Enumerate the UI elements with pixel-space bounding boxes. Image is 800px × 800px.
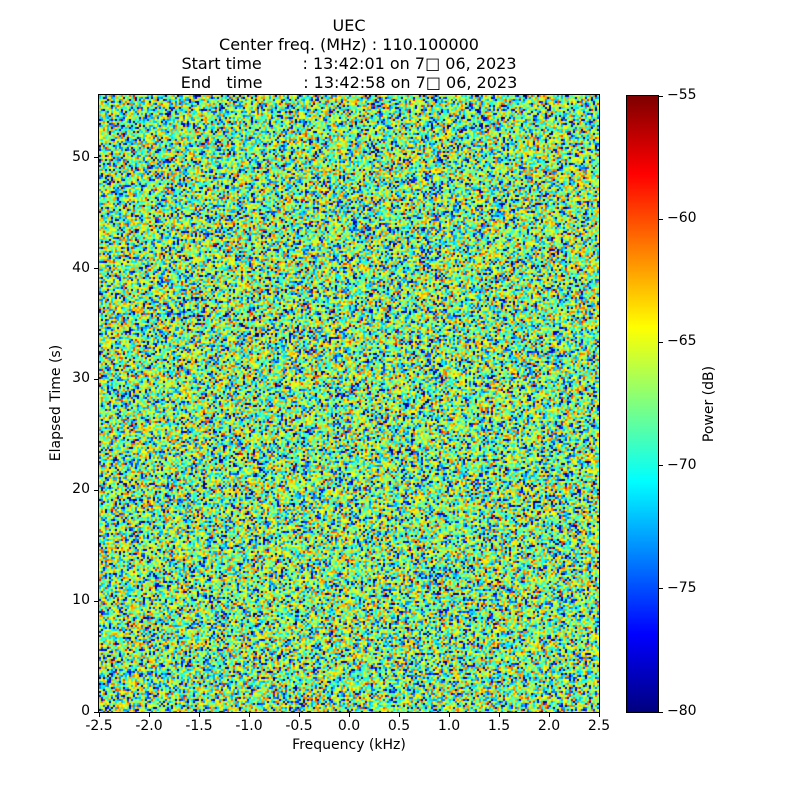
x-tick-label: 0.5: [387, 718, 411, 734]
x-tick-label: -2.5: [85, 718, 113, 734]
x-tick-mark: [548, 713, 550, 717]
colorbar-tick-label: −70: [667, 456, 697, 473]
x-tick-mark: [498, 713, 500, 717]
y-tick-mark: [94, 600, 98, 602]
colorbar-tick-mark: [659, 95, 663, 97]
y-tick-mark: [94, 711, 98, 713]
center-freq-line: Center freq. (MHz) : 110.100000: [219, 35, 479, 54]
x-tick-label: -2.0: [135, 718, 163, 734]
y-tick-label: 30: [72, 370, 90, 387]
colorbar-tick-label: −60: [667, 210, 697, 227]
y-tick-mark: [94, 378, 98, 380]
x-tick-label: -1.5: [185, 718, 213, 734]
x-tick-label: 2.0: [537, 718, 561, 734]
x-tick-mark: [198, 713, 200, 717]
colorbar-tick-label: −75: [667, 579, 697, 596]
x-tick-mark: [98, 713, 100, 717]
x-tick-label: 2.5: [587, 718, 611, 734]
x-tick-label: 1.5: [487, 718, 511, 734]
colorbar-label: Power (dB): [701, 365, 717, 443]
colorbar-tick-label: −55: [667, 87, 697, 103]
y-tick-label: 10: [72, 592, 90, 609]
x-tick-label: -0.5: [285, 718, 313, 734]
colorbar-tick-mark: [659, 465, 663, 467]
y-tick-label: 0: [81, 703, 90, 719]
plot-area: [98, 94, 600, 713]
colorbar-tick-mark: [659, 341, 663, 343]
colorbar-tick-mark: [659, 218, 663, 220]
x-tick-label: -1.0: [235, 718, 263, 734]
x-tick-mark: [598, 713, 600, 717]
x-tick-mark: [448, 713, 450, 717]
start-time-line: Start time : 13:42:01 on 7□ 06, 2023: [181, 54, 517, 73]
colorbar-tick-label: −65: [667, 333, 697, 350]
x-tick-label: 0.0: [337, 718, 361, 734]
colorbar-tick-mark: [659, 711, 663, 713]
end-time-line: End time : 13:42:58 on 7□ 06, 2023: [180, 73, 518, 92]
y-tick-label: 50: [72, 148, 90, 165]
colorbar-tick-mark: [659, 588, 663, 590]
y-tick-mark: [94, 268, 98, 269]
y-tick-mark: [94, 157, 98, 159]
x-tick-mark: [248, 713, 250, 717]
colorbar-canvas: [627, 96, 658, 712]
x-axis-label: Frequency (kHz): [292, 737, 406, 753]
y-tick-label: 20: [72, 481, 90, 498]
y-tick-label: 40: [72, 259, 90, 276]
x-tick-mark: [148, 713, 150, 717]
x-tick-mark: [298, 713, 300, 717]
x-tick-mark: [398, 713, 400, 717]
spectrogram-canvas: [99, 95, 599, 712]
x-tick-label: 1.0: [437, 718, 461, 734]
y-axis-label: Elapsed Time (s): [48, 344, 64, 462]
x-tick-mark: [348, 713, 350, 717]
chart-title: UEC: [332, 16, 366, 35]
y-tick-mark: [94, 489, 98, 491]
colorbar: [626, 95, 659, 713]
title-block: UEC Center freq. (MHz) : 110.100000 Star…: [99, 16, 599, 92]
colorbar-tick-label: −80: [667, 703, 697, 719]
